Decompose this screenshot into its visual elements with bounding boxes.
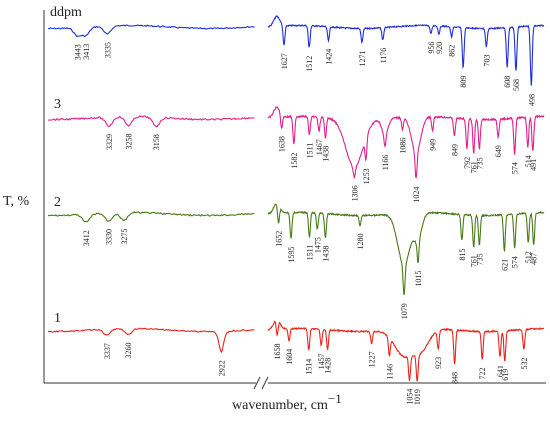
peak-label-3-849: 849: [450, 144, 459, 156]
peak-label-ddpm-3413: 3413: [82, 44, 91, 60]
peak-label-3-1086: 1086: [399, 138, 408, 154]
peak-label-ddpm-862: 862: [448, 45, 457, 57]
peak-label-1-1428: 1428: [324, 358, 333, 374]
peak-label-1-1054: 1054: [406, 389, 415, 405]
peak-label-2-1595: 1595: [287, 247, 296, 263]
peak-label-1-1457: 1457: [317, 353, 326, 369]
peak-label-3-1438: 1438: [321, 146, 330, 162]
peak-label-ddpm-608: 608: [503, 76, 512, 88]
peak-label-1-1658: 1658: [273, 344, 282, 360]
peak-label-2-621: 621: [500, 259, 509, 271]
y-axis-label: T, %: [3, 194, 30, 209]
peak-label-ddpm-1176: 1176: [379, 48, 388, 64]
peak-label-ddpm-809: 809: [459, 76, 468, 88]
peak-label-1-848: 848: [451, 372, 460, 384]
peak-label-1-1227: 1227: [368, 351, 377, 367]
peak-label-3-1024: 1024: [412, 187, 421, 203]
peak-label-ddpm-1271: 1271: [358, 51, 367, 67]
series-line-2-high-wavenumber: [47, 211, 255, 223]
series-label-2: 2: [54, 195, 61, 210]
series-line-ddpm-low-wavenumber: [267, 15, 545, 86]
peak-label-ddpm-3335: 3335: [103, 42, 112, 58]
peak-label-ddpm-1627: 1627: [280, 53, 289, 69]
peak-label-3-1582: 1582: [290, 153, 299, 169]
peak-label-3-3258: 3258: [125, 134, 134, 150]
peak-label-1-923: 923: [434, 357, 443, 369]
peak-label-2-1015: 1015: [414, 271, 423, 287]
peak-label-1-1146: 1146: [385, 364, 394, 380]
peak-label-2-1438: 1438: [321, 246, 330, 262]
peak-label-2-1511: 1511: [305, 245, 314, 261]
peak-label-2-1475: 1475: [313, 237, 322, 253]
x-axis-label-text: wavenumber, cm: [232, 398, 328, 413]
series-line-3-high-wavenumber: [47, 115, 255, 128]
peak-label-3-1166: 1166: [381, 155, 390, 171]
peak-label-2-1079: 1079: [400, 303, 409, 319]
peak-label-ddpm-920: 920: [435, 42, 444, 54]
peak-label-3-1467: 1467: [315, 139, 324, 155]
series-label-1: 1: [54, 311, 61, 326]
peak-label-2-815: 815: [458, 249, 467, 261]
peak-label-ddpm-956: 956: [427, 42, 436, 54]
peak-label-2-487: 487: [530, 253, 539, 265]
series-traces: [47, 15, 545, 382]
peak-label-2-512: 512: [524, 251, 533, 263]
peak-label-1-3337: 3337: [103, 343, 112, 359]
peak-label-3-1638: 1638: [278, 136, 287, 152]
peak-label-1-532: 532: [520, 358, 529, 370]
series-line-1-low-wavenumber: [267, 320, 545, 382]
peak-label-3-949: 949: [429, 139, 438, 151]
peak-label-2-3330: 3330: [105, 229, 114, 245]
peak-label-3-574: 574: [511, 162, 520, 174]
peak-label-2-574: 574: [511, 256, 520, 268]
peak-label-1-3260: 3260: [124, 343, 133, 359]
peak-label-2-761: 761: [470, 255, 479, 267]
axis-break-mark-1: [253, 376, 261, 390]
peak-label-3-792: 792: [463, 157, 472, 169]
peak-label-1-619: 619: [501, 369, 510, 381]
series-label-ddpm: ddpm: [50, 5, 82, 20]
peak-label-2-1652: 1652: [275, 231, 284, 247]
peak-label-3-735: 735: [475, 157, 484, 169]
peak-label-ddpm-1512: 1512: [305, 56, 314, 72]
peak-label-ddpm-568: 568: [512, 79, 521, 91]
peak-label-3-1253: 1253: [362, 168, 371, 184]
peak-label-3-649: 649: [494, 145, 503, 157]
peak-label-2-3275: 3275: [120, 229, 129, 245]
x-axis-label-exponent: −1: [328, 391, 342, 406]
series-line-3-low-wavenumber: [267, 106, 545, 179]
peak-label-1-722: 722: [478, 368, 487, 380]
peak-label-3-761: 761: [470, 161, 479, 173]
peak-label-2-3412: 3412: [82, 230, 91, 246]
series-line-ddpm-high-wavenumber: [47, 24, 255, 38]
peak-label-3-514: 514: [524, 155, 533, 167]
series-label-3: 3: [54, 97, 61, 112]
peak-label-3-3329: 3329: [105, 134, 114, 150]
peak-label-1-2922: 2922: [217, 360, 226, 376]
peak-label-2-735: 735: [475, 253, 484, 265]
series-line-1-high-wavenumber: [47, 327, 255, 354]
axis-break-mark-2: [261, 376, 269, 390]
peak-label-ddpm-498: 498: [527, 94, 536, 106]
peak-label-3-491: 491: [529, 159, 538, 171]
peak-label-1-1514: 1514: [305, 359, 314, 375]
series-line-2-low-wavenumber: [267, 203, 545, 296]
peak-label-ddpm-3443: 3443: [74, 44, 83, 60]
peak-label-3-3158: 3158: [152, 134, 161, 150]
peak-label-1-641: 641: [496, 365, 505, 377]
x-axis-label: wavenumber, cm−1: [232, 391, 342, 413]
peak-label-ddpm-703: 703: [482, 55, 491, 67]
peak-label-1-1604: 1604: [285, 349, 294, 365]
peak-label-3-1511: 1511: [305, 143, 314, 159]
peak-label-ddpm-1424: 1424: [325, 49, 334, 65]
peak-label-3-1306: 1306: [350, 185, 359, 201]
peak-label-1-1019: 1019: [413, 389, 422, 405]
peak-label-2-1280: 1280: [356, 234, 365, 250]
